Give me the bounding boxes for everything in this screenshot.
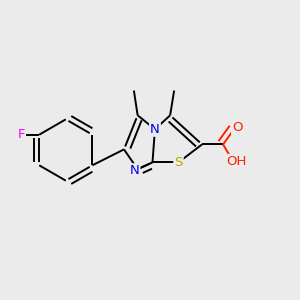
Text: N: N — [130, 164, 140, 177]
Text: N: N — [150, 123, 160, 136]
Text: OH: OH — [226, 155, 247, 168]
Text: F: F — [17, 128, 25, 141]
Text: S: S — [174, 156, 183, 169]
Text: O: O — [232, 121, 243, 134]
